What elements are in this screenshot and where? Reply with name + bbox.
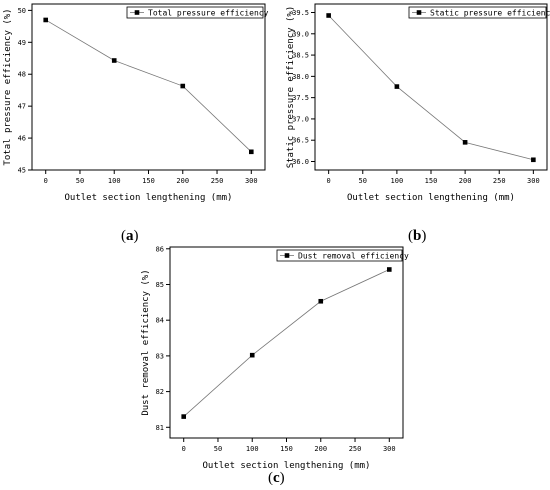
chart-b-data-point (462, 140, 468, 145)
chart-b-y-tick-label: 36.5 (292, 137, 309, 145)
chart-a-x-tick-label: 0 (44, 177, 48, 185)
chart-b-y-tick-label: 39.0 (292, 30, 309, 38)
chart-b-x-tick-label: 0 (327, 177, 331, 185)
chart-c-legend-label: Dust removal efficiency (298, 251, 409, 260)
chart-c-data-point (181, 414, 187, 419)
chart-b-legend-marker (416, 10, 422, 15)
chart-c-data-point (249, 352, 255, 358)
chart-a-x-tick-label: 50 (76, 177, 84, 185)
chart-a-x-axis-label: Outlet section lengthening (mm) (65, 193, 233, 203)
chart-a-x-tick-label: 200 (176, 177, 189, 185)
chart-b-y-axis-label: Static pressure efficiency (%) (286, 6, 296, 169)
chart-a-x-tick-label: 100 (108, 177, 121, 185)
chart-b-x-tick-label: 150 (425, 177, 438, 185)
chart-b-y-tick-label: 37.5 (292, 94, 309, 102)
chart-c-legend-marker (284, 253, 290, 258)
chart-b-legend-label: Static pressure efficiency (430, 8, 550, 17)
chart-c-y-tick-label: 83 (156, 352, 164, 360)
chart-b-legend-box (408, 6, 547, 19)
chart-a-legend-box (126, 6, 264, 19)
chart-b-x-axis-label: Outlet section lengthening (mm) (347, 193, 515, 203)
chart-a-data-point (248, 149, 254, 155)
chart-c-legend-box (276, 249, 403, 262)
chart-a-series-line (45, 19, 252, 153)
chart-a-plot-frame (31, 3, 266, 171)
chart-b-y-tick-label: 37.0 (292, 115, 309, 123)
chart-a-y-axis-label: Total pressure efficiency (%) (3, 8, 13, 165)
chart-c-y-tick-label: 81 (156, 424, 164, 432)
chart-b-series-line (328, 15, 534, 161)
chart-b-x-tick-label: 200 (459, 177, 472, 185)
chart-c-data-point (386, 267, 392, 272)
chart-a-legend-marker (134, 10, 140, 15)
chart-c-series-line (183, 269, 390, 417)
chart-a-x-tick-label: 250 (211, 177, 224, 185)
chart-c-y-tick-label: 84 (156, 317, 164, 325)
chart-c-x-tick-label: 0 (182, 445, 186, 453)
chart-b-x-tick-label: 300 (527, 177, 540, 185)
chart-b-y-tick-label: 39.5 (292, 9, 309, 17)
chart-c-data-point (318, 298, 324, 304)
chart-c-x-tick-label: 100 (246, 445, 259, 453)
chart-a-y-tick-label: 50 (18, 7, 26, 15)
chart-b-y-tick-label: 38.5 (292, 52, 309, 60)
chart-a-x-tick-label: 300 (245, 177, 258, 185)
panel-label-b: (b) (408, 228, 427, 244)
chart-c-x-tick-label: 250 (349, 445, 362, 453)
chart-b-plot-frame (314, 3, 548, 171)
chart-a-y-tick-label: 47 (18, 103, 26, 111)
chart-c-y-tick-label: 82 (156, 388, 164, 396)
chart-a-y-tick-label: 49 (18, 39, 26, 47)
panel-label-a: (a) (121, 228, 139, 244)
chart-b-y-tick-label: 38.0 (292, 73, 309, 81)
chart-c-y-tick-label: 85 (156, 281, 164, 289)
chart-b-data-point (394, 84, 400, 89)
chart-b-x-tick-label: 100 (391, 177, 404, 185)
chart-a-data-point (111, 58, 117, 63)
chart-a-data-point (43, 17, 49, 23)
chart-c-plot-frame (169, 246, 404, 439)
chart-b-x-tick-label: 250 (493, 177, 506, 185)
chart-a-y-tick-label: 45 (18, 167, 26, 175)
chart-a-legend-label: Total pressure efficiency (148, 8, 269, 17)
chart-a-y-tick-label: 46 (18, 135, 26, 143)
chart-b-y-tick-label: 36.0 (292, 158, 309, 166)
chart-b-x-tick-label: 50 (359, 177, 367, 185)
chart-c-x-tick-label: 50 (214, 445, 222, 453)
chart-a-x-tick-label: 150 (142, 177, 155, 185)
chart-c-y-tick-label: 86 (156, 245, 164, 253)
chart-a-data-point (180, 83, 186, 89)
chart-c-x-tick-label: 200 (314, 445, 327, 453)
chart-c-y-axis-label: Dust removal efficiency (%) (141, 269, 151, 415)
chart-a-y-tick-label: 48 (18, 71, 26, 79)
chart-c-x-tick-label: 300 (383, 445, 396, 453)
chart-b-data-point (326, 13, 331, 18)
chart-c-x-tick-label: 150 (280, 445, 293, 453)
chart-b-data-point (531, 157, 536, 163)
panel-label-c: (c) (268, 470, 285, 486)
chart-c-x-axis-label: Outlet section lengthening (mm) (203, 461, 371, 471)
